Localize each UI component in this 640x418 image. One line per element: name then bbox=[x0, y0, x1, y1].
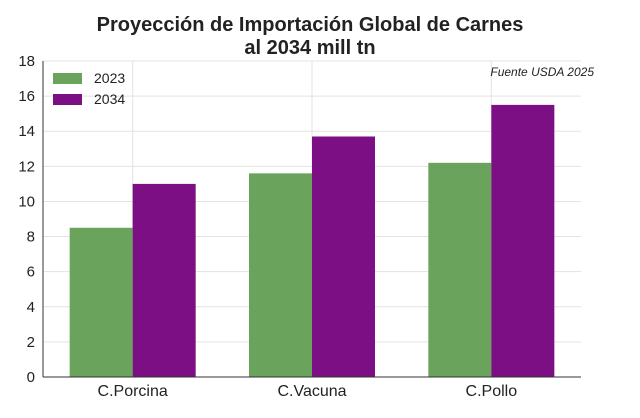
legend-label-2034: 2034 bbox=[94, 91, 125, 107]
source-annotation: Fuente USDA 2025 bbox=[490, 65, 594, 79]
y-tick-label: 14 bbox=[18, 123, 35, 140]
y-tick-label: 10 bbox=[18, 193, 35, 210]
bar-2023-c-vacuna bbox=[249, 173, 312, 377]
bar-2034-c-pollo bbox=[491, 104, 555, 377]
y-tick-label: 6 bbox=[27, 264, 35, 281]
y-tick-label: 16 bbox=[18, 88, 35, 105]
bar-2034-c-vacuna bbox=[312, 136, 375, 377]
bars bbox=[69, 104, 555, 377]
chart-title-line-1: Proyección de Importación Global de Carn… bbox=[97, 14, 524, 36]
legend-label-2023: 2023 bbox=[94, 70, 125, 86]
x-tick-label: C.Pollo bbox=[466, 383, 518, 400]
x-tick-label: C.Porcina bbox=[98, 383, 168, 400]
y-tick-label: 8 bbox=[27, 229, 35, 246]
legend-swatch-2023 bbox=[53, 73, 82, 84]
bar-2034-c-porcina bbox=[132, 183, 196, 377]
bar-2023-c-pollo bbox=[428, 162, 492, 377]
y-tick-label: 18 bbox=[18, 53, 35, 70]
legend: 2023 2034 bbox=[53, 70, 125, 107]
x-tick-label: C.Vacuna bbox=[277, 383, 346, 400]
y-tick-label: 4 bbox=[27, 299, 35, 316]
bar-2023-c-porcina bbox=[69, 227, 133, 377]
y-tick-label: 2 bbox=[27, 334, 35, 351]
axes: 0 2 4 6 8 10 12 14 16 18 C.Porcina C.Vacuna C.Pollo bbox=[18, 53, 581, 400]
y-tick-label: 0 bbox=[27, 369, 35, 386]
chart-title-line-2: al 2034 mill tn bbox=[244, 37, 375, 59]
y-tick-label: 12 bbox=[18, 158, 35, 175]
legend-swatch-2034 bbox=[53, 94, 82, 105]
